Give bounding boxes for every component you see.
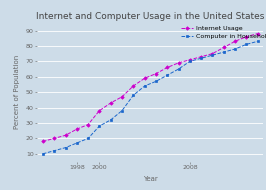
Internet Usage — [132, 85, 135, 87]
Computer in Household — [154, 80, 157, 82]
Internet Usage — [53, 137, 56, 139]
Computer in Household — [109, 119, 112, 121]
Computer in Household — [256, 40, 259, 42]
Internet Usage — [211, 52, 214, 55]
Computer in Household — [98, 125, 101, 127]
Internet Usage — [234, 40, 237, 42]
Internet Usage — [245, 36, 248, 38]
Internet Usage — [154, 73, 157, 75]
Internet Usage — [86, 123, 90, 126]
Computer in Household — [120, 109, 124, 112]
Line: Computer in Household: Computer in Household — [42, 40, 259, 155]
Computer in Household — [132, 94, 135, 96]
Internet Usage — [256, 32, 259, 35]
Title: Internet and Computer Usage in the United States: Internet and Computer Usage in the Unite… — [36, 12, 264, 21]
Computer in Household — [166, 74, 169, 76]
Computer in Household — [222, 51, 225, 53]
Computer in Household — [188, 60, 192, 63]
Computer in Household — [200, 57, 203, 59]
Y-axis label: Percent of Population: Percent of Population — [14, 55, 20, 129]
Legend: Internet Usage, Computer in Household: Internet Usage, Computer in Household — [181, 26, 266, 39]
Computer in Household — [64, 146, 67, 149]
Computer in Household — [86, 137, 90, 139]
Internet Usage — [98, 109, 101, 112]
Internet Usage — [188, 59, 192, 61]
Computer in Household — [177, 68, 180, 70]
Internet Usage — [143, 77, 146, 79]
Internet Usage — [177, 62, 180, 64]
Internet Usage — [41, 140, 44, 143]
Internet Usage — [120, 96, 124, 98]
Line: Internet Usage: Internet Usage — [42, 32, 259, 143]
Computer in Household — [53, 150, 56, 152]
Computer in Household — [211, 54, 214, 56]
Computer in Household — [41, 153, 44, 155]
X-axis label: Year: Year — [143, 176, 158, 181]
Computer in Household — [75, 142, 78, 144]
Computer in Household — [245, 43, 248, 46]
Computer in Household — [143, 85, 146, 87]
Internet Usage — [75, 128, 78, 130]
Internet Usage — [64, 134, 67, 136]
Internet Usage — [166, 66, 169, 69]
Internet Usage — [109, 102, 112, 104]
Computer in Household — [234, 48, 237, 50]
Internet Usage — [200, 55, 203, 58]
Internet Usage — [222, 46, 225, 49]
